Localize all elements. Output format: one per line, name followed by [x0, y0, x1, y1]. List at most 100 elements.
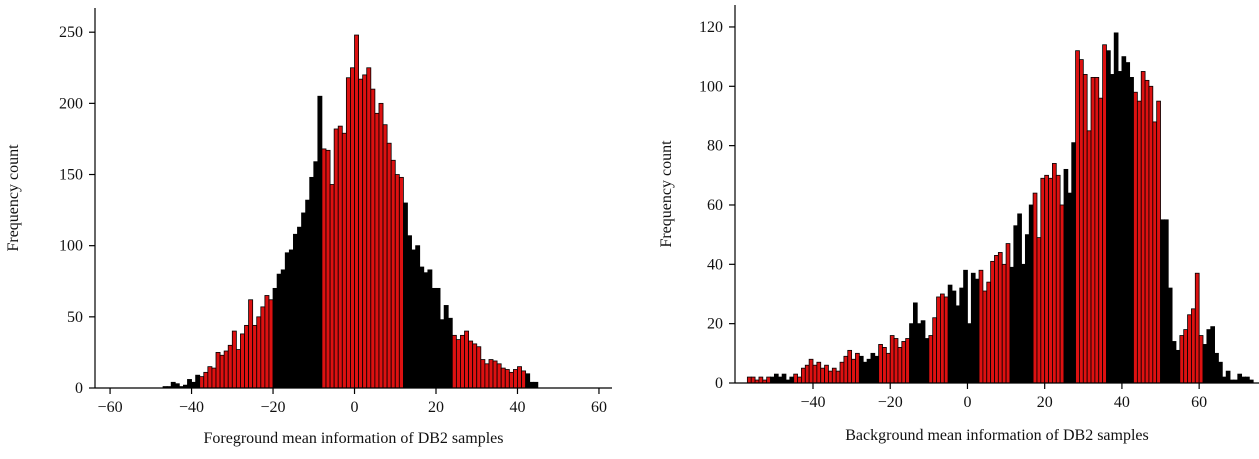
histogram-bar [533, 381, 539, 389]
histogram-bar [325, 149, 331, 389]
histogram-bar [240, 333, 245, 389]
histogram-bar [280, 269, 286, 389]
histogram-bar [468, 340, 474, 389]
histogram-bar [252, 324, 258, 389]
histogram-bar [504, 369, 510, 389]
histogram-bar [943, 296, 949, 384]
histogram-bar [1059, 204, 1065, 384]
histogram-bar [484, 363, 490, 389]
histogram-bar [801, 367, 806, 384]
histogram-bar [1152, 121, 1158, 384]
histogram-bar [781, 373, 787, 384]
histogram-bar [1163, 219, 1169, 384]
histogram-bar [855, 352, 860, 384]
histogram-bar [824, 364, 829, 384]
histogram-bar [187, 379, 192, 389]
histogram-bar [362, 74, 368, 389]
histogram-bar [812, 364, 818, 384]
y-tick-label: 20 [707, 316, 723, 333]
histogram-bar [866, 358, 872, 384]
histogram-bar [223, 350, 229, 389]
histogram-bar [476, 346, 482, 389]
histogram-bar [1094, 76, 1100, 384]
histogram-bar [460, 334, 465, 389]
histogram-bar [1225, 370, 1231, 384]
histogram-bar [1245, 376, 1250, 384]
x-tick-label: −60 [98, 399, 123, 416]
histogram-bar [1098, 97, 1104, 384]
histogram-bar [345, 77, 351, 389]
histogram-bar [1214, 352, 1219, 384]
x-tick-label: −40 [800, 394, 825, 411]
x-tick-label: −40 [179, 399, 204, 416]
histogram-bar [227, 344, 233, 389]
histogram-bar [472, 343, 478, 389]
histogram-bar [513, 369, 518, 389]
histogram-bar [248, 299, 254, 389]
histogram-bar [1237, 373, 1243, 384]
histogram-bar [174, 383, 180, 389]
histogram-bar [1028, 204, 1034, 384]
histogram-bar [793, 373, 798, 384]
histogram-bar [297, 226, 302, 389]
histogram-bar [893, 338, 899, 384]
histogram-bar [920, 320, 926, 384]
y-tick-label: 60 [707, 197, 723, 214]
histogram-bar [862, 361, 868, 384]
histogram-bar [889, 335, 895, 384]
histogram-bar [924, 338, 930, 384]
histogram-bar [244, 324, 249, 389]
histogram-bar [264, 295, 270, 389]
histogram-bar [1021, 263, 1026, 384]
histogram-bar [777, 376, 783, 384]
histogram-bar [386, 142, 392, 389]
x-tick-label: −20 [878, 394, 903, 411]
histogram-bar [1156, 100, 1161, 384]
y-tick-label: 120 [699, 19, 723, 36]
histogram-bar [820, 367, 825, 384]
y-axis-title: Frequency count [658, 140, 675, 248]
x-tick-label: 0 [963, 394, 971, 411]
histogram-bar [394, 174, 400, 389]
y-tick-label: 100 [699, 78, 723, 95]
histogram-bar [797, 376, 802, 384]
histogram-bar [1044, 174, 1049, 384]
histogram-bar [378, 102, 384, 389]
histogram-bar [439, 319, 445, 389]
histogram-bar [382, 124, 388, 389]
histogram-bar [211, 367, 217, 389]
histogram-bar [1102, 44, 1107, 384]
x-axis-title: Background mean information of DB2 sampl… [845, 427, 1149, 444]
histogram-bar [1175, 349, 1181, 384]
histogram-bar [858, 355, 864, 384]
histogram-bar [268, 299, 274, 389]
histogram-bar [191, 381, 197, 389]
y-tick-label: 80 [707, 138, 723, 155]
histogram-bar [1133, 91, 1138, 384]
histogram-bar [256, 316, 262, 389]
histogram-bar [947, 284, 953, 384]
histogram-bar [480, 359, 486, 389]
histogram-bar [766, 376, 771, 384]
histogram-bar [358, 78, 364, 389]
histogram-bar [1241, 376, 1246, 384]
histogram-bar [455, 339, 461, 389]
histogram-bar [990, 260, 995, 384]
histogram-bar [847, 349, 853, 384]
histogram-bar [843, 355, 849, 384]
histogram-bar [1202, 344, 1208, 384]
histogram-bar [1160, 219, 1165, 384]
histogram-bar [885, 352, 891, 384]
histogram-bar [839, 361, 845, 384]
histogram-bar [1005, 243, 1011, 384]
histogram-bar [746, 376, 752, 384]
histogram-bar [1013, 225, 1019, 384]
histogram-bar [750, 376, 756, 384]
histogram-bar [1187, 314, 1192, 384]
histogram-bar [366, 67, 372, 389]
x-tick-label: 40 [1114, 394, 1130, 411]
histogram-bar [1140, 71, 1146, 384]
histogram-bar [354, 34, 359, 389]
histogram-bar [959, 287, 964, 384]
histogram-bar [272, 287, 278, 389]
